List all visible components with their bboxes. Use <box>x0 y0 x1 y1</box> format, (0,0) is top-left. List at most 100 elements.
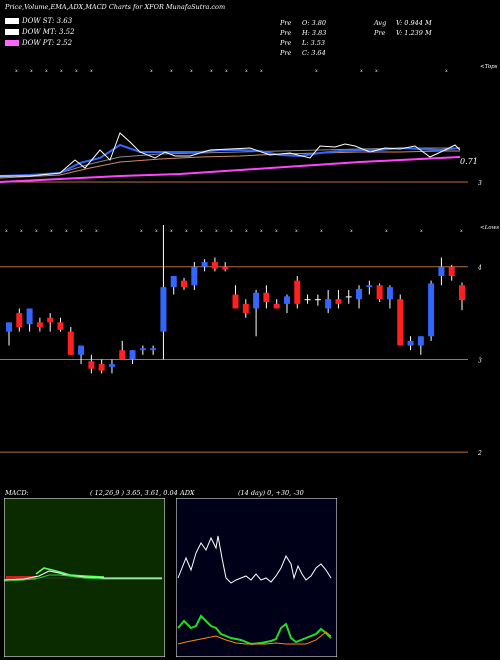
price-axis-label: 2 <box>477 450 482 457</box>
candle-body <box>325 299 332 309</box>
legend: DOW ST: 3.63 DOW MT: 3.52 DOW PT: 2.52 <box>5 17 75 47</box>
candle-body <box>139 348 146 351</box>
tops-marker: x <box>260 68 263 74</box>
prev-open: Pre O: 3.80 <box>280 19 327 27</box>
lows-marker: x <box>295 228 298 234</box>
prev-high: Pre H: 3.83 <box>280 29 327 37</box>
macd-histogram-line <box>35 567 105 578</box>
tops-marker: x <box>245 68 248 74</box>
tops-marker: x <box>170 68 173 74</box>
candle-body <box>366 285 373 288</box>
candle-body <box>6 322 12 332</box>
candle-body <box>376 285 383 300</box>
candle-body <box>232 294 239 309</box>
lows-marker: x <box>420 228 423 234</box>
legend-label: DOW ST: 3.63 <box>22 17 73 25</box>
previous-ohlc: Pre O: 3.80 Pre H: 3.83 Pre L: 3.53 Pre C: 3… <box>280 18 326 58</box>
candle-body <box>335 299 342 304</box>
candle-body <box>88 361 95 369</box>
candle-body <box>191 266 198 286</box>
tops-marker: x <box>150 68 153 74</box>
ema-value-label: 0.71 <box>460 157 478 166</box>
tops-marker: x <box>30 68 33 74</box>
candle-body <box>304 299 311 301</box>
lows-label: <Lows <box>480 225 499 231</box>
tops-marker: x <box>60 68 63 74</box>
candle-body <box>181 280 188 288</box>
lows-marker: x <box>260 228 263 234</box>
candle-body <box>253 292 260 309</box>
macd-params: ( 12,26,9 ) 3.65, 3.61, 0.04 <box>90 489 178 497</box>
ema-short-line <box>0 143 461 177</box>
candle-body <box>263 292 270 302</box>
candle-body <box>448 266 455 276</box>
lows-marker: x <box>95 228 98 234</box>
candle-body <box>459 285 465 301</box>
prev-close: Pre C: 3.64 <box>280 49 326 57</box>
lows-marker: x <box>65 228 68 234</box>
tops-marker: x <box>190 68 193 74</box>
lows-marker: x <box>320 228 323 234</box>
adx-panel <box>176 498 337 657</box>
candle-body <box>160 287 167 332</box>
candle-body <box>36 322 43 327</box>
candle-body <box>47 317 54 323</box>
adx-line <box>177 535 332 584</box>
tops-marker: x <box>15 68 18 74</box>
ema-mid-line <box>0 150 460 179</box>
tops-marker: x <box>210 68 213 74</box>
lows-marker: x <box>5 228 8 234</box>
tops-marker: x <box>360 68 363 74</box>
macd-negative-histogram <box>6 576 36 580</box>
price-panel: <Lows x x x x x x x x x x x x x x x x x x x x x x x 4 3 2 <box>0 225 499 457</box>
tops-label: <Tops <box>480 64 498 70</box>
candle-body <box>57 322 64 330</box>
candle-body <box>273 303 280 309</box>
legend-item-dow-pt: DOW PT: 2.52 <box>5 39 75 47</box>
price-axis-label: 3 <box>478 357 482 364</box>
adx-title: ADX <box>180 489 195 497</box>
macd-signal-line <box>4 574 162 582</box>
lows-marker: x <box>230 228 233 234</box>
lows-marker: x <box>350 228 353 234</box>
candle-body <box>314 299 321 301</box>
legend-swatch <box>5 18 19 24</box>
adx-frame <box>176 498 337 657</box>
candle-body <box>67 331 74 355</box>
minus-di-line <box>177 631 332 645</box>
lows-marker: x <box>155 228 158 234</box>
candle-body <box>222 266 229 270</box>
candle-body <box>242 303 249 314</box>
ema-panel: <Tops x x x x x x x x x x x x x x x x x 3 0.71 <box>0 64 498 187</box>
candle-body <box>98 364 105 371</box>
legend-swatch <box>5 29 19 35</box>
lows-marker: x <box>170 228 173 234</box>
legend-swatch <box>5 40 19 46</box>
candle-body <box>26 308 33 325</box>
lows-marker: x <box>245 228 248 234</box>
prev-low: Pre L: 3.53 <box>280 39 326 47</box>
tops-marker: x <box>445 68 448 74</box>
candle-body <box>78 345 85 355</box>
avg-volume: Avg V: 0.944 M <box>374 19 432 27</box>
ema-long-line <box>0 156 461 183</box>
candle-body <box>386 287 393 300</box>
candle-body <box>16 313 23 327</box>
lows-marker: x <box>200 228 203 234</box>
lows-marker: x <box>275 228 278 234</box>
adx-params: (14 day) 0, +30, -30 <box>238 489 304 497</box>
lows-marker: x <box>215 228 218 234</box>
tops-marker: x <box>45 68 48 74</box>
lows-marker: x <box>35 228 38 234</box>
lows-marker: x <box>140 228 143 234</box>
support-lines: 4 3 2 <box>0 265 482 457</box>
tops-marker: x <box>315 68 318 74</box>
candle-body <box>211 262 218 269</box>
candle-body <box>108 364 115 367</box>
candle-body <box>119 350 126 360</box>
candle-body <box>283 296 290 304</box>
macd-title: MACD: <box>5 489 29 497</box>
candle-body <box>345 296 352 298</box>
chart-title: Price,Volume,EMA,ADX,MACD Charts for XFO… <box>5 3 226 11</box>
